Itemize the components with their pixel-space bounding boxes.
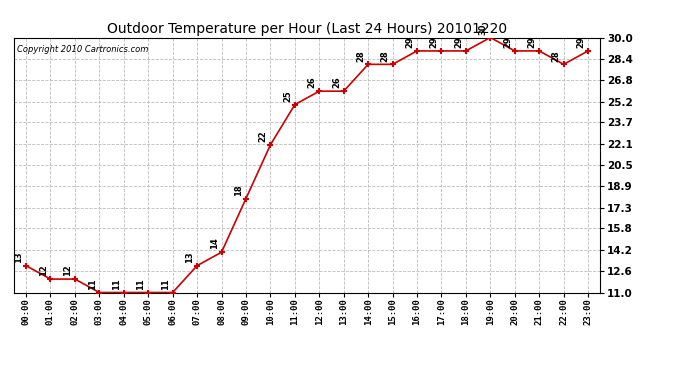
Text: 28: 28 bbox=[381, 50, 390, 62]
Text: 14: 14 bbox=[210, 238, 219, 249]
Text: 11: 11 bbox=[88, 278, 97, 290]
Text: 29: 29 bbox=[527, 36, 536, 48]
Text: 26: 26 bbox=[308, 76, 317, 88]
Text: 11: 11 bbox=[112, 278, 121, 290]
Text: 13: 13 bbox=[186, 251, 195, 263]
Text: 26: 26 bbox=[332, 76, 341, 88]
Text: 30: 30 bbox=[479, 23, 488, 35]
Text: 28: 28 bbox=[552, 50, 561, 62]
Text: 29: 29 bbox=[576, 36, 585, 48]
Text: 29: 29 bbox=[430, 36, 439, 48]
Text: Copyright 2010 Cartronics.com: Copyright 2010 Cartronics.com bbox=[17, 45, 148, 54]
Text: 12: 12 bbox=[63, 264, 72, 276]
Text: 25: 25 bbox=[283, 90, 292, 102]
Text: 13: 13 bbox=[14, 251, 23, 263]
Text: 11: 11 bbox=[161, 278, 170, 290]
Text: 29: 29 bbox=[405, 36, 414, 48]
Text: 11: 11 bbox=[137, 278, 146, 290]
Text: 28: 28 bbox=[356, 50, 366, 62]
Text: 22: 22 bbox=[259, 130, 268, 142]
Text: 12: 12 bbox=[39, 264, 48, 276]
Text: 29: 29 bbox=[503, 36, 512, 48]
Text: 18: 18 bbox=[234, 184, 243, 196]
Text: 29: 29 bbox=[454, 36, 463, 48]
Title: Outdoor Temperature per Hour (Last 24 Hours) 20101220: Outdoor Temperature per Hour (Last 24 Ho… bbox=[107, 22, 507, 36]
